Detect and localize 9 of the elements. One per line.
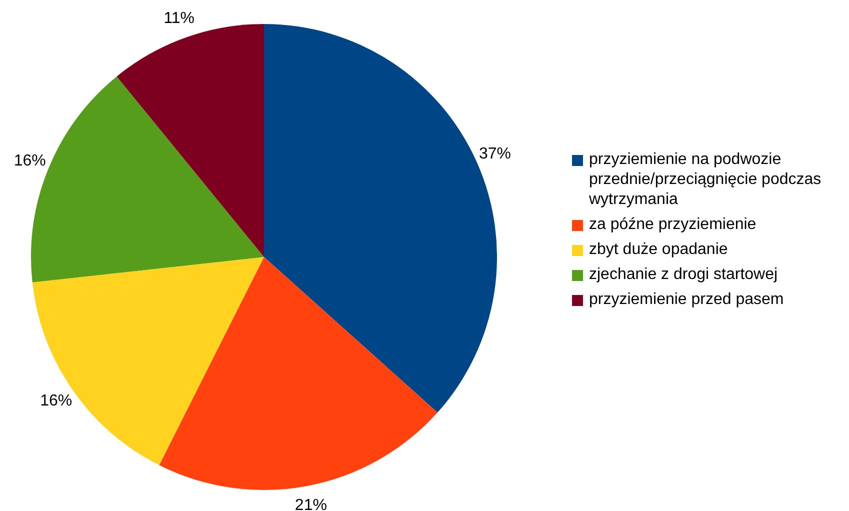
legend-label: przyziemienie przed pasem <box>589 290 784 310</box>
legend-label: zjechanie z drogi startowej <box>589 265 778 285</box>
data-label: 16% <box>14 152 46 170</box>
data-label: 16% <box>40 392 72 410</box>
legend-label: za późne przyziemienie <box>589 215 756 235</box>
data-label: 37% <box>479 145 512 162</box>
data-label: 21% <box>294 497 327 511</box>
data-label: 11% <box>164 10 195 28</box>
legend-label: zbyt duże opadanie <box>589 240 728 260</box>
